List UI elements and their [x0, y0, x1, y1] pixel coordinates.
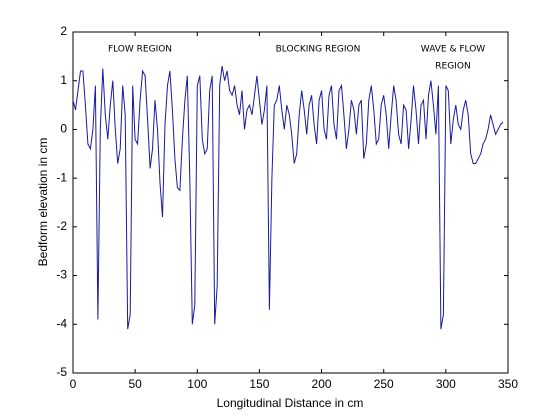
data-line	[72, 66, 504, 330]
y-tick-label: -4	[56, 316, 67, 330]
x-tick-label: 0	[70, 377, 77, 391]
y-tick-label: -1	[56, 170, 67, 184]
y-axis-label: Bedform elevation in cm	[36, 138, 50, 267]
x-tick-label: 100	[187, 377, 207, 391]
x-tick-label: 250	[374, 377, 394, 391]
x-axis-label: Longitudinal Distance in cm	[217, 396, 364, 410]
y-tick-label: 2	[60, 24, 67, 38]
y-tick-label: -2	[56, 219, 67, 233]
x-tick-label: 200	[312, 377, 332, 391]
annotation: FLOW REGION	[108, 45, 172, 55]
y-tick-label: -3	[56, 268, 67, 282]
x-tick-label: 350	[498, 377, 518, 391]
x-tick-label: 150	[249, 377, 269, 391]
x-tick-label: 300	[436, 377, 456, 391]
y-tick-label: 1	[60, 73, 67, 87]
annotation: REGION	[435, 62, 470, 72]
y-tick-label: -5	[56, 365, 67, 379]
annotation: WAVE & FLOW	[421, 45, 486, 55]
x-tick-label: 50	[128, 377, 142, 391]
y-tick-label: 0	[60, 122, 67, 136]
annotation: BLOCKING REGION	[276, 45, 361, 55]
plot-area	[72, 31, 509, 374]
